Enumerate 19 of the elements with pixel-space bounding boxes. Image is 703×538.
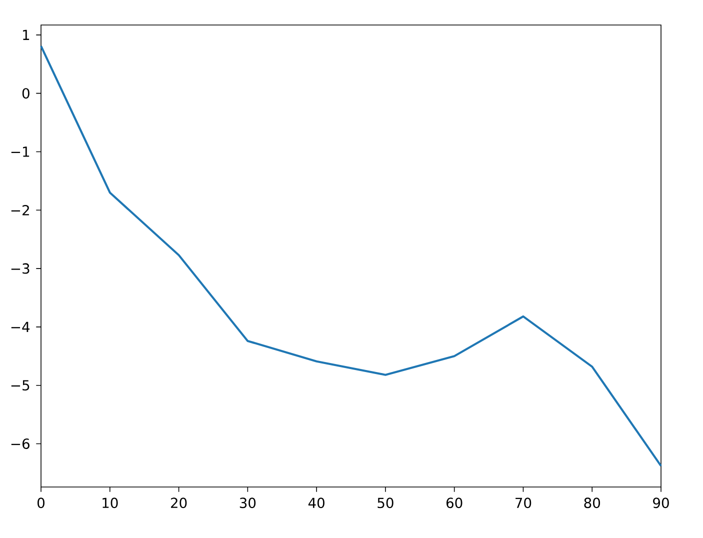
x-tick-label: 90 — [653, 498, 669, 508]
line-series — [40, 44, 662, 467]
y-tick-label: −2 — [11, 204, 29, 216]
x-tick-label: 50 — [378, 498, 394, 508]
y-tick-label: −3 — [11, 263, 30, 274]
x-tick-label: 40 — [308, 498, 324, 508]
x-tick-label: 30 — [240, 498, 256, 508]
x-tick-label: 70 — [516, 498, 532, 508]
y-tick-label: 1 — [23, 30, 30, 40]
y-tick-label: −5 — [11, 380, 30, 391]
x-tick-label: 10 — [102, 498, 118, 508]
y-tick-label: −4 — [11, 322, 30, 332]
x-tick-label: 20 — [170, 498, 187, 508]
x-tick-label: 80 — [584, 498, 600, 508]
y-tick-label: −1 — [11, 146, 30, 157]
x-tick-label: 60 — [446, 498, 462, 508]
y-tick-label: 0 — [22, 88, 30, 99]
x-tick-label: 0 — [38, 498, 44, 508]
y-tick-label: −6 — [11, 438, 30, 450]
